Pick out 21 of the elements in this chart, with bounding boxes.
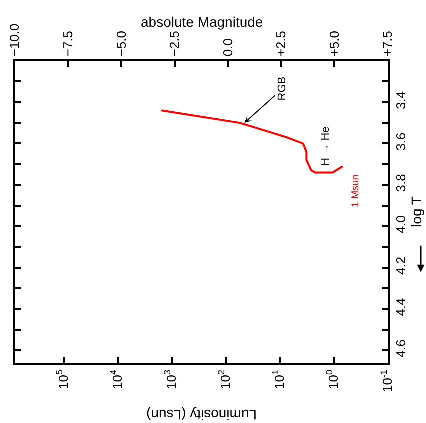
x2-tick-label: +2.5 — [274, 30, 289, 57]
x-axis-title: Luminosity (Lsun) — [146, 407, 257, 423]
x2-tick-label: 0.0 — [220, 38, 236, 57]
x2-tick-label: +7.5 — [380, 30, 396, 57]
y-tick-label: 3.4 — [393, 91, 408, 110]
y-axis-title: log T — [408, 196, 424, 228]
annotation: RGB — [276, 76, 289, 101]
y-tick-label: 4.2 — [393, 256, 408, 275]
x2-tick-label: +5.0 — [326, 30, 342, 57]
x2-tick-label: −7.5 — [60, 30, 76, 57]
y-tick-label: 4.4 — [393, 298, 408, 316]
y-tick-label: 4.0 — [393, 215, 408, 234]
y-tick-label: 3.6 — [393, 132, 408, 151]
x2-axis-title: absolute Magnitude — [141, 14, 264, 30]
annotation: H → He — [320, 126, 332, 166]
x2-tick-label: −2.5 — [167, 30, 182, 57]
y-tick-label: 3.8 — [393, 174, 408, 192]
y-tick-label: 4.6 — [393, 340, 408, 358]
x2-tick-label: −5.0 — [114, 30, 129, 57]
text: 1 Msun — [350, 174, 362, 208]
x2-tick-label: −10.0 — [7, 24, 22, 57]
